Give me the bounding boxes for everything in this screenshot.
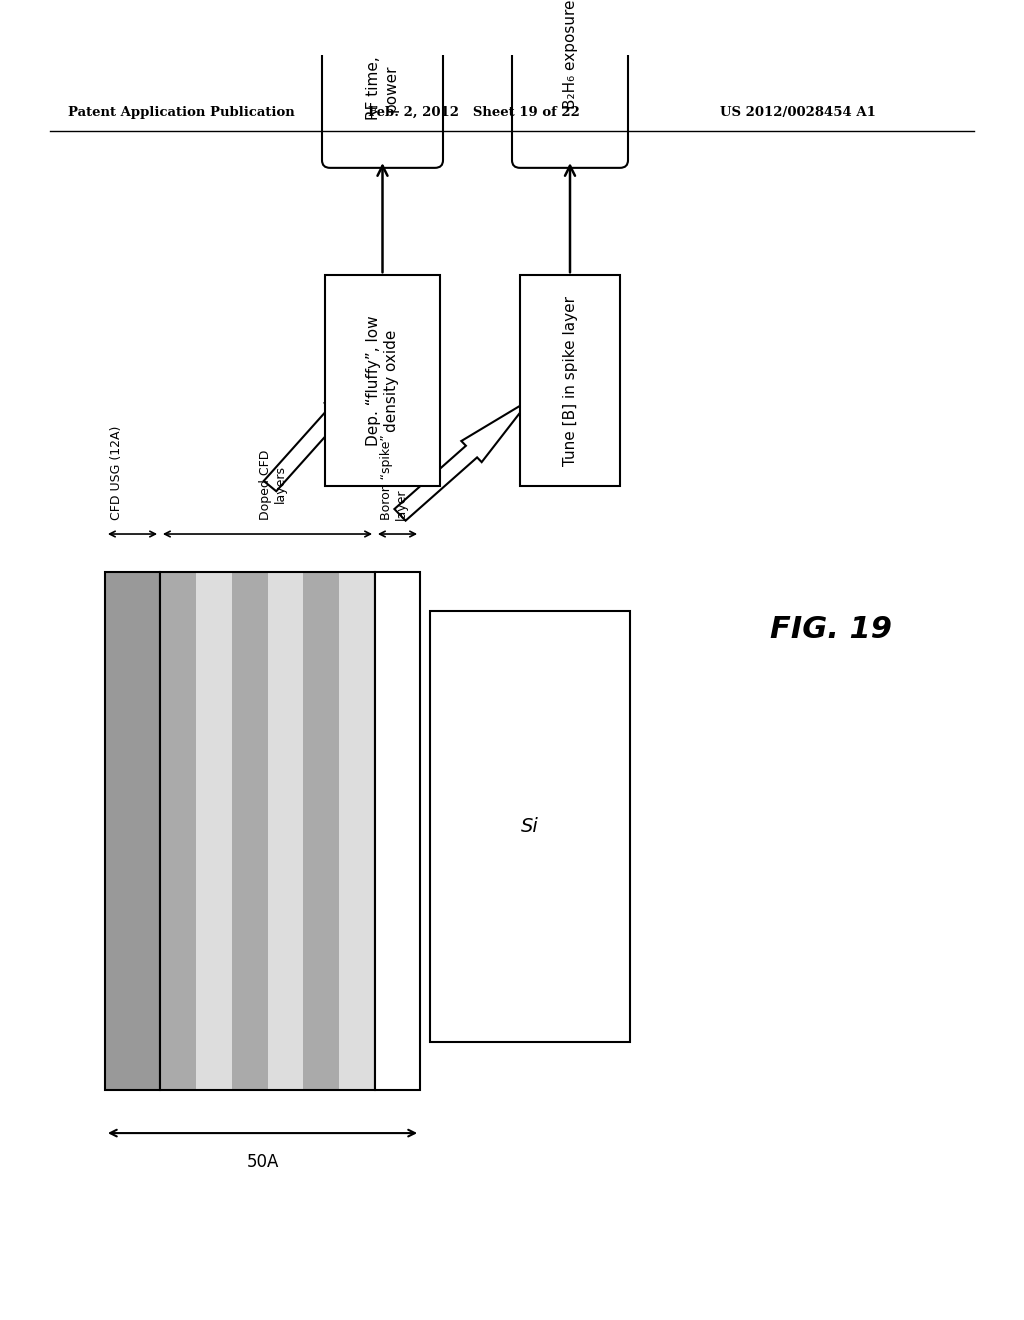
- Polygon shape: [394, 400, 530, 520]
- Text: Si: Si: [521, 817, 539, 836]
- Bar: [430, 611, 630, 1041]
- Text: FIG. 19: FIG. 19: [770, 615, 892, 644]
- FancyBboxPatch shape: [512, 0, 628, 168]
- Text: 50A: 50A: [247, 1152, 279, 1171]
- Bar: [105, 573, 160, 1090]
- Text: US 2012/0028454 A1: US 2012/0028454 A1: [720, 106, 876, 119]
- Bar: [160, 573, 196, 1090]
- Bar: [520, 275, 620, 486]
- Text: B₂H₆ exposure: B₂H₆ exposure: [562, 0, 578, 110]
- Polygon shape: [264, 352, 390, 491]
- Bar: [303, 573, 339, 1090]
- Text: Dep. “fluffy”, low
density oxide: Dep. “fluffy”, low density oxide: [367, 315, 398, 446]
- Bar: [231, 573, 267, 1090]
- Bar: [267, 573, 303, 1090]
- Text: CFD USG (12A): CFD USG (12A): [110, 425, 123, 520]
- Text: Feb. 2, 2012   Sheet 19 of 22: Feb. 2, 2012 Sheet 19 of 22: [368, 106, 580, 119]
- Bar: [325, 275, 440, 486]
- FancyBboxPatch shape: [322, 9, 443, 168]
- Bar: [375, 573, 420, 1090]
- Text: Doped CFD
layers: Doped CFD layers: [258, 449, 287, 520]
- Text: Patent Application Publication: Patent Application Publication: [68, 106, 295, 119]
- Bar: [196, 573, 231, 1090]
- Text: RF time,
power: RF time, power: [367, 57, 398, 120]
- Bar: [339, 573, 375, 1090]
- Text: Tune [B] in spike layer: Tune [B] in spike layer: [562, 296, 578, 466]
- Text: Boron “spike”
layer: Boron “spike” layer: [380, 434, 408, 520]
- Bar: [160, 573, 375, 1090]
